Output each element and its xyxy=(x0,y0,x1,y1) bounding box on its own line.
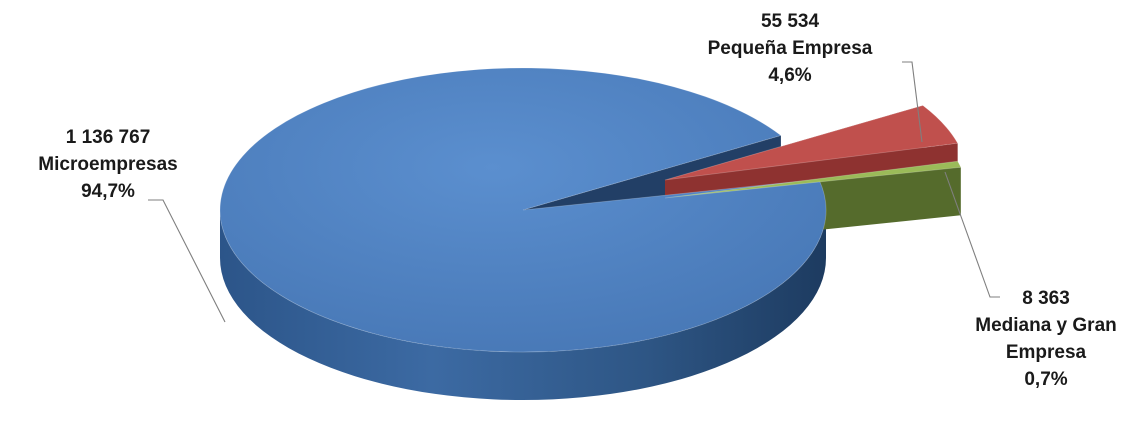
mediana-gran-empresa-category-line1: Mediana y Gran xyxy=(975,315,1117,336)
leader-line-microempresas xyxy=(148,199,226,323)
microempresas-percent: 94,7% xyxy=(81,181,135,202)
pequena-empresa-category: Pequeña Empresa xyxy=(707,38,873,59)
microempresas-value: 1 136 767 xyxy=(65,127,151,148)
label-pequena-empresa: 55 534 Pequeña Empresa 4,6% xyxy=(670,8,910,89)
mediana-gran-empresa-category-line2: Empresa xyxy=(1005,342,1087,363)
mediana-gran-empresa-value: 8 363 xyxy=(1022,288,1070,309)
pie-slice-mediana-gran-empresa xyxy=(664,160,962,199)
pequena-empresa-percent: 4,6% xyxy=(768,65,812,86)
microempresas-category: Microempresas xyxy=(38,154,178,175)
pie-slice-pequena-empresa xyxy=(664,105,959,181)
label-mediana-gran-empresa: 8 363 Mediana y Gran Empresa 0,7% xyxy=(956,285,1136,393)
mediana-gran-empresa-percent: 0,7% xyxy=(1024,369,1068,390)
pie-slice-microempresas xyxy=(219,67,827,353)
label-microempresas: 1 136 767 Microempresas 94,7% xyxy=(8,124,208,205)
leader-line-pequena-empresa xyxy=(902,61,923,143)
leader-line-mediana-gran-empresa xyxy=(944,171,1000,298)
pequena-empresa-value: 55 534 xyxy=(760,11,820,32)
pie-side-microempresas-1 xyxy=(220,210,826,400)
